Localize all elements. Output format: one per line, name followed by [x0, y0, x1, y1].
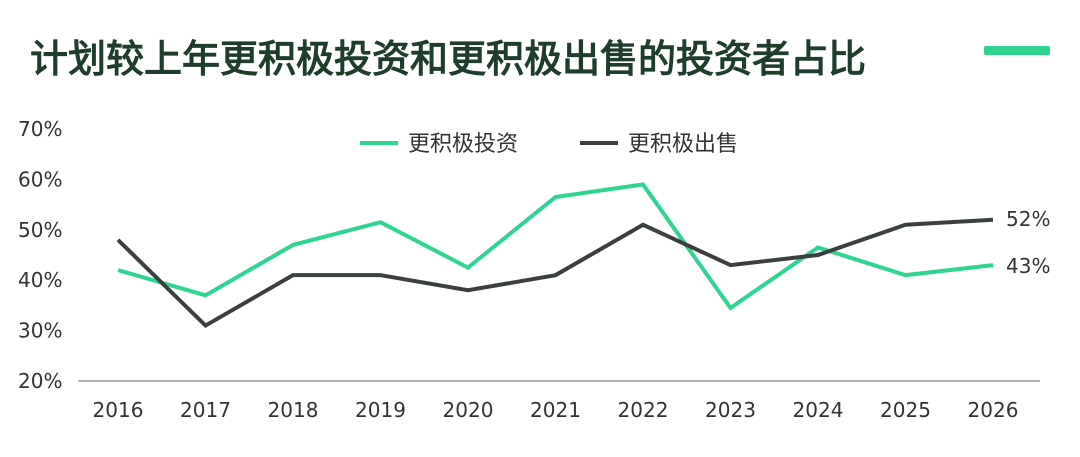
y-tick-label: 50%: [18, 218, 62, 242]
x-tick-label: 2021: [530, 398, 581, 422]
x-tick-label: 2025: [880, 398, 931, 422]
y-tick-label: 40%: [18, 268, 62, 292]
chart-title: 计划较上年更积极投资和更积极出售的投资者占比: [30, 37, 867, 81]
y-tick-label: 20%: [18, 369, 62, 393]
series-line-invest: [117, 182, 994, 311]
series-line-sell: [116, 217, 994, 329]
x-tick-label: 2016: [93, 398, 144, 422]
legend-label-invest: 更积极投资: [408, 132, 518, 157]
x-tick-label: 2026: [968, 398, 1019, 422]
x-tick-label: 2024: [793, 398, 844, 422]
end-label-sell: 52%: [1006, 207, 1050, 231]
title-accent-bar: [984, 46, 1050, 55]
x-tick-label: 2020: [443, 398, 494, 422]
x-tick-label: 2018: [268, 398, 319, 422]
x-tick-label: 2019: [355, 398, 406, 422]
y-tick-label: 60%: [18, 167, 62, 191]
y-tick-label: 70%: [18, 117, 62, 141]
end-label-invest: 43%: [1006, 254, 1050, 278]
legend-label-sell: 更积极出售: [628, 132, 738, 157]
x-tick-label: 2017: [180, 398, 231, 422]
y-tick-label: 30%: [18, 319, 62, 343]
x-tick-label: 2023: [705, 398, 756, 422]
x-tick-label: 2022: [618, 398, 669, 422]
